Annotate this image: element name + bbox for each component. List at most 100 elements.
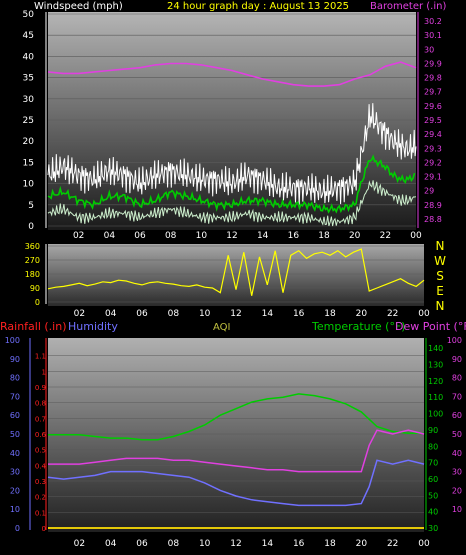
temperature-y-tick-60: 60 [428, 475, 438, 484]
dewpoint-y-tick-80: 80 [452, 374, 462, 383]
temperature-y-tick-120: 120 [428, 377, 443, 386]
rain-y-tick-0.5: 0.5 [35, 447, 46, 455]
temperature-panel-background [48, 338, 424, 532]
wind-x-tick-02: 02 [73, 231, 84, 241]
humidity-line [47, 459, 425, 507]
barometer-y-tick-29.1: 29.1 [424, 173, 442, 182]
direction-x-tick-08: 08 [168, 309, 180, 319]
humidity-y-tick-90: 90 [10, 355, 20, 364]
temperature-y-tick-110: 110 [428, 393, 443, 402]
dewpoint-y-tick-90: 90 [452, 355, 462, 364]
humidity-y-tick-80: 80 [10, 374, 20, 383]
humidity-y-tick-60: 60 [10, 411, 20, 420]
direction-x-tick-20: 20 [356, 309, 368, 319]
direction-x-tick-06: 06 [136, 309, 148, 319]
wind-x-tick-06: 06 [134, 231, 146, 241]
series-layer [47, 61, 425, 529]
tick-labels: 0510152025303540455028.828.92929.129.229… [5, 10, 462, 549]
wind-x-tick-16: 16 [288, 231, 300, 241]
dew-point-f-line [48, 429, 425, 473]
compass-label-W: W [434, 254, 446, 268]
rain-y-tick-0.6: 0.6 [35, 431, 47, 439]
legend-rainfall: Rainfall (.in) [0, 320, 67, 333]
temp-x-tick-16: 16 [293, 539, 305, 549]
rain-y-tick-0: 0 [42, 525, 46, 533]
dewpoint-y-tick-70: 70 [452, 392, 462, 401]
wind-x-tick-22: 22 [380, 231, 391, 241]
direction-x-tick-16: 16 [293, 309, 305, 319]
legend-dew-point: Dew Point (°F) [395, 320, 466, 333]
direction-y-tick-180: 180 [25, 270, 40, 279]
direction-x-tick-02: 02 [74, 309, 85, 319]
legend-humidity: Humidity [68, 320, 118, 333]
wind-y-axis-title: Windspeed (mph) [34, 1, 123, 12]
wind-y-tick-10: 10 [23, 180, 35, 190]
dewpoint-y-tick-20: 20 [452, 486, 462, 495]
wind-x-tick-14: 14 [257, 231, 269, 241]
wind-y-tick-40: 40 [23, 52, 35, 62]
barometer-y-tick-28.9: 28.9 [424, 201, 442, 210]
wind-y-tick-30: 30 [23, 95, 35, 105]
wind-y-tick-5: 5 [28, 201, 34, 211]
wind-x-tick-20: 20 [349, 231, 361, 241]
wind-x-tick-00: 00 [410, 231, 422, 241]
barometer-y-tick-29.4: 29.4 [424, 130, 442, 139]
temp-x-tick-08: 08 [168, 539, 180, 549]
barometer-y-tick-29.5: 29.5 [424, 116, 442, 125]
humidity-y-tick-30: 30 [10, 468, 20, 477]
legend-temperature: Temperature (°F) [311, 320, 406, 333]
temp-x-tick-04: 04 [105, 539, 117, 549]
direction-x-tick-10: 10 [199, 309, 211, 319]
temp-x-tick-10: 10 [199, 539, 211, 549]
dewpoint-y-tick-50: 50 [452, 430, 462, 439]
barometer-y-tick-29.9: 29.9 [424, 59, 442, 68]
wind-y-tick-50: 50 [23, 10, 35, 20]
barometer-y-tick-29.6: 29.6 [424, 102, 442, 111]
direction-y-tick-0: 0 [35, 298, 40, 307]
dewpoint-y-tick-100: 100 [447, 336, 462, 345]
temperature-y-tick-40: 40 [428, 508, 438, 517]
rain-y-tick-1: 1 [42, 368, 46, 376]
barometer-y-tick-30.1: 30.1 [424, 31, 442, 40]
rain-y-tick-0.8: 0.8 [35, 400, 46, 408]
compass-label-E: E [436, 284, 444, 298]
humidity-y-tick-0: 0 [15, 524, 20, 533]
humidity-y-tick-40: 40 [10, 449, 20, 458]
temperature-y-tick-100: 100 [428, 410, 443, 419]
temperature-y-tick-30: 30 [428, 524, 438, 533]
temp-x-tick-06: 06 [136, 539, 148, 549]
temperature-y-tick-80: 80 [428, 442, 438, 451]
compass-label-N: N [436, 299, 445, 313]
wind-panel-background [48, 12, 416, 230]
rain-y-tick-1.1: 1.1 [35, 353, 46, 361]
barometer-line [47, 61, 417, 87]
wind-y-tick-0: 0 [28, 222, 34, 232]
wind-y-tick-25: 25 [23, 116, 34, 126]
temperature-y-tick-90: 90 [428, 426, 438, 435]
barometer-y-tick-29.3: 29.3 [424, 144, 442, 153]
compass-label-N: N [436, 239, 445, 253]
barometer-y-axis-title: Barometer (.in) [370, 1, 446, 12]
direction-x-tick-00: 00 [418, 309, 430, 319]
wind-y-tick-20: 20 [23, 137, 35, 147]
rain-y-tick-0.1: 0.1 [35, 509, 46, 517]
rain-y-tick-0.7: 0.7 [35, 415, 46, 423]
dewpoint-y-tick-60: 60 [452, 411, 462, 420]
temperature-y-tick-140: 140 [428, 344, 443, 353]
direction-y-tick-270: 270 [25, 256, 40, 265]
direction-y-tick-360: 360 [25, 242, 40, 251]
direction-x-tick-14: 14 [262, 309, 274, 319]
rain-y-tick-0.2: 0.2 [35, 494, 46, 502]
temperature-y-tick-130: 130 [428, 361, 443, 370]
humidity-y-tick-20: 20 [10, 486, 20, 495]
wind-x-tick-04: 04 [104, 231, 116, 241]
direction-x-tick-12: 12 [230, 309, 241, 319]
wind-average-line [47, 154, 416, 214]
temperature-f-line [48, 393, 424, 441]
temp-x-tick-20: 20 [356, 539, 368, 549]
temp-x-tick-14: 14 [262, 539, 274, 549]
compass-label-S: S [436, 269, 444, 283]
rain-y-tick-0.9: 0.9 [35, 384, 46, 392]
temperature-y-tick-70: 70 [428, 459, 438, 468]
